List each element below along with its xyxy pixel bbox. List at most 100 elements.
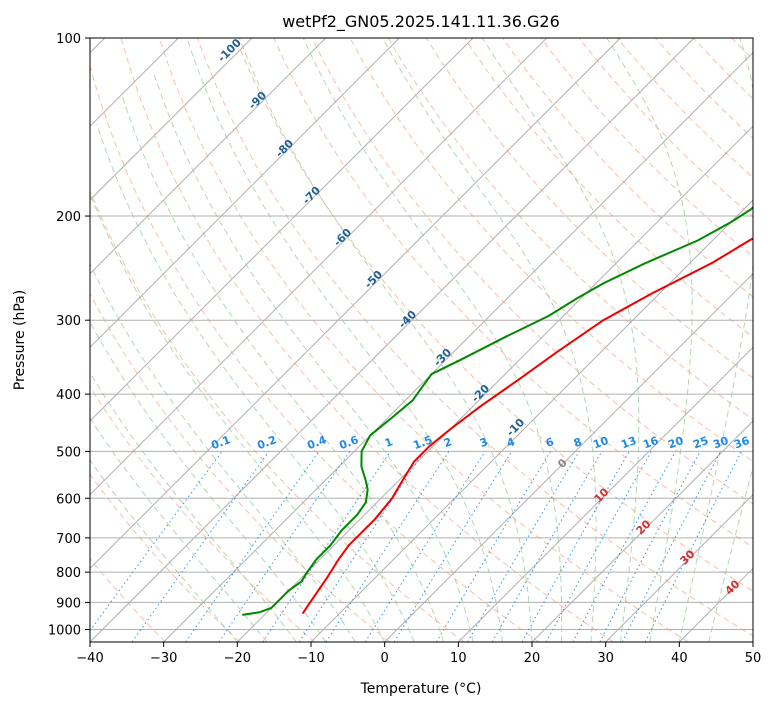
mixing-ratio-line: [325, 451, 450, 642]
dry-adiabat-line: [770, 38, 775, 642]
y-tick-label: 700: [56, 532, 81, 547]
plot-frame: [89, 37, 754, 643]
y-tick-label: 100: [56, 32, 81, 47]
mixing-ratio-label: 6: [544, 435, 556, 450]
mixing-ratio-label: 20: [666, 434, 685, 452]
dry-adiabat-label: -40: [396, 308, 419, 331]
x-tick-label: 50: [745, 651, 762, 666]
moist-adiabat-line: [121, 95, 445, 642]
isotherm-line: [605, 493, 753, 642]
dry-adiabat-label: -90: [246, 89, 269, 112]
mixing-ratio-line: [644, 451, 742, 642]
x-tick-label: 10: [450, 651, 467, 666]
mixing-ratio-label: 16: [641, 434, 660, 452]
dry-adiabat-label: -70: [300, 184, 323, 207]
mixing-ratio-line: [364, 451, 486, 642]
mixing-ratio-label: 30: [711, 434, 730, 452]
isotherm-line: [531, 420, 753, 642]
mixing-ratio-line: [521, 451, 630, 642]
mixing-ratio-label: 8: [572, 435, 584, 450]
x-tick-label: 40: [671, 651, 688, 666]
y-tick-label: 900: [56, 596, 81, 611]
isotherm-line: [90, 38, 253, 201]
isotherm-line: [90, 38, 474, 422]
moist-adiabat-label: 10: [592, 485, 612, 505]
moist-adiabat-line: [382, 38, 597, 642]
mixing-ratio-label: 1.5: [411, 433, 434, 452]
isotherm-line: [457, 346, 753, 642]
dry-adiabat-line: [273, 38, 753, 548]
dry-adiabat-line: [197, 38, 753, 637]
moist-adiabat-line: [153, 73, 474, 642]
x-tick-label: −20: [224, 651, 251, 666]
mixing-ratio-label: 3: [478, 435, 490, 450]
mixing-ratio-label: 0.1: [209, 433, 232, 452]
mixing-ratio-line: [435, 451, 552, 642]
isotherm-line: [163, 51, 753, 642]
mixing-ratio-line: [467, 451, 580, 642]
isotherm-line: [384, 272, 753, 642]
mixing-ratio-line: [298, 451, 425, 642]
dry-adiabat-line: [90, 473, 241, 642]
x-axis-label: Temperature (°C): [360, 681, 482, 697]
mixing-ratio-label: 0.2: [255, 433, 278, 452]
mixing-ratio-label: 10: [591, 434, 610, 452]
moist-adiabat-line: [606, 38, 693, 642]
isotherm-line: [310, 199, 753, 642]
mixing-ratio-line: [218, 451, 351, 642]
mixing-ratio-line: [393, 451, 513, 642]
mixing-ratio-label: 1: [383, 435, 395, 450]
isotherm-line: [90, 38, 621, 570]
mixing-ratio-label: 0.6: [337, 433, 360, 452]
moist-adiabat-line: [678, 38, 753, 642]
mixing-ratio-label: 0.4: [305, 433, 328, 452]
dry-adiabat-line: [464, 38, 753, 338]
dry-adiabat-line: [90, 189, 465, 642]
temperature-profile-line: [301, 237, 753, 615]
isotherm-line: [236, 125, 753, 642]
isotherm-line: [90, 38, 327, 275]
mixing-ratio-line: [131, 451, 270, 642]
isotherm-line: [90, 38, 695, 642]
y-tick-label: 400: [56, 388, 81, 403]
mixing-ratio-label: 2: [442, 435, 454, 450]
x-tick-label: 30: [597, 651, 614, 666]
dry-adiabat-line: [387, 38, 753, 421]
moist-adiabat-label: 40: [723, 577, 743, 597]
mixing-ratio-label: 36: [732, 434, 751, 452]
y-tick-label: 600: [56, 492, 81, 507]
moist-adiabat-label: 30: [678, 547, 698, 567]
mixing-ratio-line: [185, 451, 320, 642]
moist-adiabat-line: [90, 262, 356, 642]
y-axis-label: Pressure (hPa): [12, 290, 28, 390]
moist-adiabat-line: [90, 321, 327, 642]
moist-adiabat-label: 20: [634, 517, 654, 537]
mixing-ratio-line: [262, 451, 391, 642]
y-tick-label: 500: [56, 445, 81, 460]
isotherm-line: [752, 641, 753, 642]
moist-adiabat-line: [302, 38, 563, 642]
dry-adiabat-line: [502, 38, 753, 298]
mixing-ratio-line: [599, 451, 701, 642]
x-tick-label: 20: [524, 651, 541, 666]
moist-adiabat-line: [90, 371, 297, 642]
moist-adiabat-line: [481, 38, 640, 642]
dry-adiabat-line: [90, 385, 316, 642]
dry-adiabat-line: [311, 38, 753, 505]
dry-adiabat-label: -60: [331, 226, 354, 249]
moist-adiabat-line: [186, 38, 503, 642]
mixing-ratio-label: 13: [619, 434, 638, 451]
dry-adiabat-line: [235, 38, 753, 592]
moist-adiabat-line: [238, 38, 533, 642]
x-tick-label: −40: [76, 651, 103, 666]
dry-adiabat-label: -80: [273, 137, 296, 160]
dry-adiabat-line: [120, 38, 614, 642]
y-tick-label: 800: [56, 566, 81, 581]
x-tick-label: 0: [381, 651, 389, 666]
x-tick-label: −10: [297, 651, 324, 666]
y-tick-label: 1000: [48, 623, 81, 638]
moist-adiabat-line: [90, 417, 268, 642]
dewpoint-profile-line: [242, 205, 753, 616]
dry-adiabat-line: [349, 38, 753, 463]
